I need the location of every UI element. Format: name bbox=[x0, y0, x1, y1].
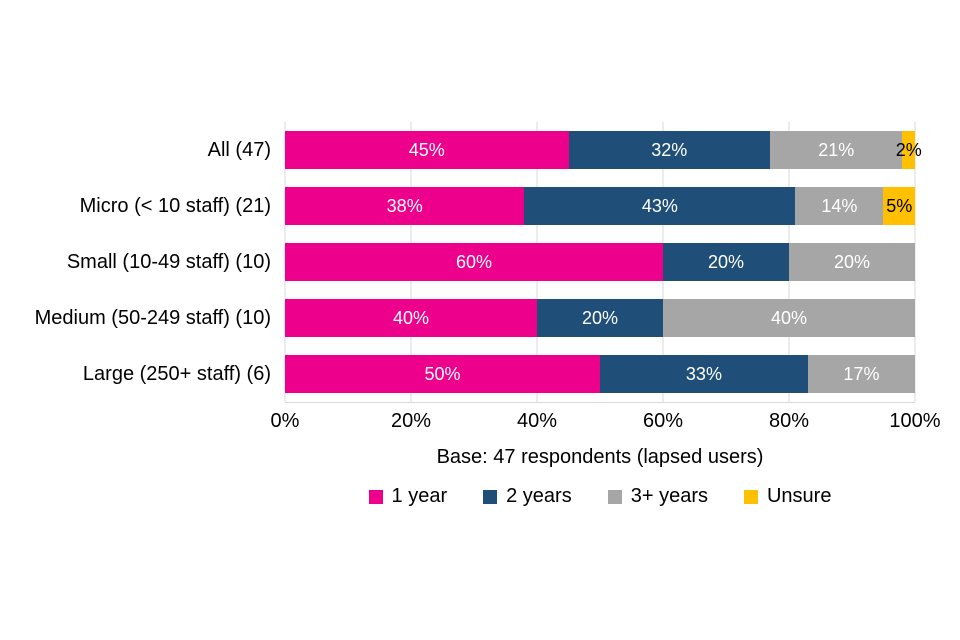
bar-segment: 20% bbox=[663, 243, 789, 281]
legend-label: 1 year bbox=[391, 485, 448, 507]
x-tick-label: 40% bbox=[516, 410, 558, 432]
legend-label: 2 years bbox=[506, 485, 572, 507]
legend-label: Unsure bbox=[766, 485, 832, 507]
legend-swatch bbox=[607, 489, 622, 504]
legend-swatch bbox=[743, 489, 758, 504]
stacked-bar-chart: All (47) 45% 32% 21% 2% Micro (< 10 staff) (2… bbox=[0, 122, 960, 508]
legend-swatch bbox=[368, 489, 383, 504]
x-tick-label: 60% bbox=[642, 410, 684, 432]
category-label: All (47) bbox=[207, 139, 271, 161]
bar-track: 60% 20% 20% bbox=[285, 243, 915, 281]
x-tick-label: 80% bbox=[768, 410, 810, 432]
legend-label: 3+ years bbox=[630, 485, 708, 507]
bar-segment: 40% bbox=[663, 299, 915, 337]
plot-region: All (47) 45% 32% 21% 2% Micro (< 10 staff) (2… bbox=[0, 122, 960, 403]
bar-row: Medium (50-249 staff) (10) 40% 20% 40% bbox=[0, 290, 960, 346]
bar-row: All (47) 45% 32% 21% 2% bbox=[0, 122, 960, 178]
legend-item: 2 years bbox=[483, 485, 572, 508]
bar-segment: 5% bbox=[883, 187, 915, 225]
bar-track: 45% 32% 21% 2% bbox=[285, 131, 922, 169]
bar-segment: 32% bbox=[568, 131, 771, 169]
bar-segment: 38% bbox=[285, 187, 525, 225]
x-tick-label: 100% bbox=[889, 410, 941, 432]
bar-row: Small (10-49 staff) (10) 60% 20% 20% bbox=[0, 234, 960, 290]
category-label: Small (10-49 staff) (10) bbox=[66, 251, 271, 273]
bar-segment: 17% bbox=[807, 355, 915, 393]
bar-segment: 33% bbox=[600, 355, 808, 393]
category-label: Large (250+ staff) (6) bbox=[82, 363, 271, 385]
bar-segment: 50% bbox=[285, 355, 600, 393]
bar-segment: 45% bbox=[285, 131, 569, 169]
bar-segment: 20% bbox=[789, 243, 915, 281]
bar-segment: 2% bbox=[896, 131, 922, 169]
bar-segment: 40% bbox=[285, 299, 537, 337]
x-axis: 0% 20% 40% 60% 80% 100% bbox=[271, 402, 941, 436]
legend-item: Unsure bbox=[743, 485, 832, 508]
bar-segment: 43% bbox=[524, 187, 796, 225]
x-tick-label: 0% bbox=[270, 410, 300, 432]
bar-row: Large (250+ staff) (6) 50% 33% 17% bbox=[0, 346, 960, 402]
x-tick-label: 20% bbox=[390, 410, 432, 432]
legend-item: 3+ years bbox=[607, 485, 708, 508]
bar-track: 50% 33% 17% bbox=[285, 355, 915, 393]
bar-segment: 20% bbox=[537, 299, 663, 337]
bar-track: 40% 20% 40% bbox=[285, 299, 915, 337]
legend-swatch bbox=[483, 489, 498, 504]
legend: 1 year 2 years 3+ years Unsure bbox=[285, 485, 915, 508]
bar-segment: 21% bbox=[770, 131, 903, 169]
legend-item: 1 year bbox=[368, 485, 448, 508]
x-axis-title: Base: 47 respondents (lapsed users) bbox=[436, 446, 764, 468]
bar-row: Micro (< 10 staff) (21) 38% 43% 14% 5% bbox=[0, 178, 960, 234]
category-label: Medium (50-249 staff) (10) bbox=[34, 307, 271, 329]
gridline bbox=[914, 122, 916, 402]
bar-segment: 14% bbox=[795, 187, 884, 225]
category-label: Micro (< 10 staff) (21) bbox=[79, 195, 271, 217]
bar-segment: 60% bbox=[285, 243, 663, 281]
bar-rows: All (47) 45% 32% 21% 2% Micro (< 10 staff) (2… bbox=[0, 122, 960, 402]
bar-track: 38% 43% 14% 5% bbox=[285, 187, 915, 225]
